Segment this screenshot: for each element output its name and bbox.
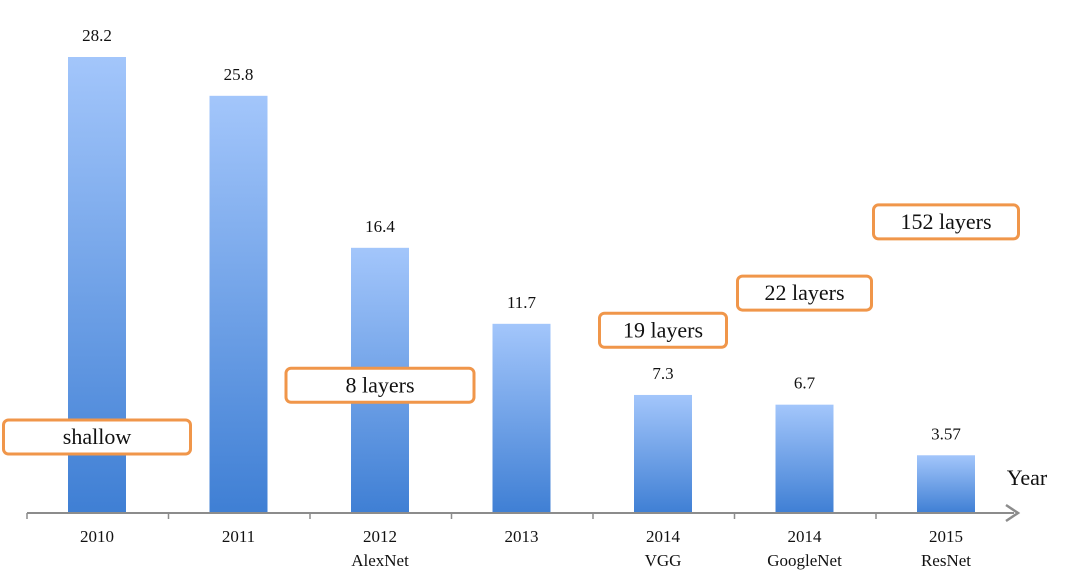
model-label-2: AlexNet bbox=[351, 551, 409, 570]
bar-5 bbox=[775, 404, 834, 513]
annotation-box-3 bbox=[736, 274, 873, 312]
x-axis-label: Year bbox=[1007, 465, 1048, 490]
bar-1 bbox=[209, 95, 268, 514]
x-axis-arrow bbox=[1005, 503, 1021, 523]
tick-label-2: 2012 bbox=[363, 527, 397, 546]
data-label-6: 3.57 bbox=[931, 424, 961, 443]
data-label-3: 11.7 bbox=[507, 293, 537, 312]
annotation-label-3: 22 layers bbox=[764, 280, 844, 305]
data-label-2: 16.4 bbox=[365, 217, 395, 236]
data-label-0: 28.2 bbox=[82, 26, 112, 45]
bar-3 bbox=[492, 323, 551, 513]
x-axis: Year 2010 2011 2012 AlexNet 2013 2014 VGG 2014 G… bbox=[26, 465, 1048, 570]
tick-label-4: 2014 bbox=[646, 527, 681, 546]
annotation-box-4 bbox=[872, 203, 1020, 241]
model-label-4: VGG bbox=[645, 551, 682, 570]
tick-label-1: 2011 bbox=[222, 527, 255, 546]
annotation-box-2 bbox=[598, 311, 728, 349]
annotation-box-1 bbox=[284, 366, 476, 404]
data-label-4: 7.3 bbox=[652, 364, 673, 383]
annotation-label-0: shallow bbox=[63, 424, 132, 449]
tick-label-0: 2010 bbox=[80, 527, 114, 546]
bar-4 bbox=[634, 394, 692, 513]
model-label-5: GoogleNet bbox=[767, 551, 842, 570]
tick-label-6: 2015 bbox=[929, 527, 963, 546]
data-label-5: 6.7 bbox=[794, 374, 816, 393]
annotation-label-1: 8 layers bbox=[345, 372, 414, 397]
data-label-1: 25.8 bbox=[224, 65, 254, 84]
annotation-label-2: 19 layers bbox=[623, 317, 703, 342]
annotations: shallow 8 layers 19 layers 22 layers 152 lay… bbox=[2, 203, 1020, 456]
annotation-box-0 bbox=[2, 418, 192, 456]
tick-label-5: 2014 bbox=[788, 527, 823, 546]
model-label-6: ResNet bbox=[921, 551, 971, 570]
annotation-label-4: 152 layers bbox=[900, 209, 991, 234]
bar-6 bbox=[917, 455, 975, 513]
bars: 28.2 25.8 16.4 11.7 7.3 6.7 3.57 bbox=[68, 26, 975, 514]
tick-label-3: 2013 bbox=[505, 527, 539, 546]
